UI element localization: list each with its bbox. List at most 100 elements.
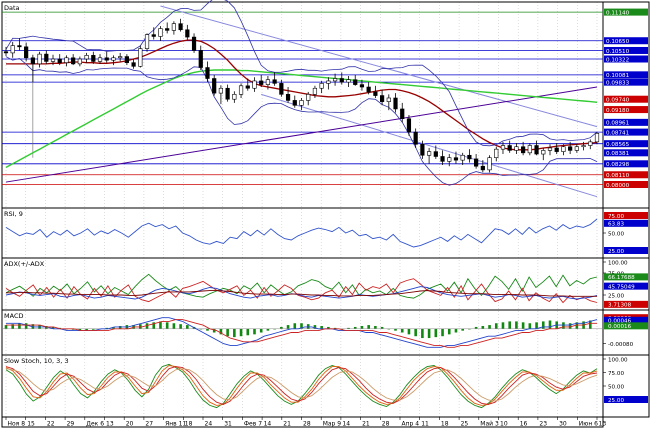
macd-histogram-bar <box>588 320 592 329</box>
candle-body <box>379 95 385 102</box>
time-tick-label: 29 <box>67 421 75 428</box>
macd-histogram-bar <box>494 323 498 329</box>
candle-body <box>265 79 271 85</box>
candle-body <box>272 79 277 84</box>
time-tick-label: 11 <box>421 421 429 428</box>
candle-body <box>447 157 452 162</box>
candle-body <box>185 29 190 38</box>
macd-histogram-bar <box>481 326 485 329</box>
candle-body <box>10 45 15 54</box>
price-label-box <box>604 171 648 179</box>
macd-histogram-bar <box>333 327 337 329</box>
time-tick-label: Янв 11 <box>165 421 186 428</box>
macd-histogram-bar <box>226 328 229 337</box>
candle-body <box>594 133 600 143</box>
rsi-tick-label: 50.00 <box>608 231 624 237</box>
rsi-series-line <box>5 218 598 248</box>
time-tick-label: 27 <box>145 421 153 428</box>
macd-histogram-bar <box>145 323 149 329</box>
candle-body <box>50 58 56 62</box>
trend-line <box>160 5 598 128</box>
candle-body <box>44 53 49 62</box>
candle-body <box>561 146 566 152</box>
candle-body <box>205 67 210 79</box>
candle-body <box>212 78 217 94</box>
macd-histogram-bar <box>85 328 88 331</box>
vertical-grid <box>5 2 598 417</box>
price-label: 0.08741 <box>606 130 630 136</box>
candle-body <box>487 157 492 171</box>
macd-histogram-bar <box>488 325 491 329</box>
candle-body <box>245 85 250 89</box>
time-tick-label: Июн 6 <box>579 421 598 428</box>
candle-body <box>30 57 35 65</box>
adx-tick-label: 3.71308 <box>608 303 632 309</box>
macd-histogram-bar <box>340 328 344 330</box>
candle-body <box>541 150 546 155</box>
time-tick-label: 14 <box>342 421 350 428</box>
macd-histogram-bar <box>44 326 48 329</box>
macd-histogram-bar <box>51 326 55 329</box>
macd-histogram-bar <box>394 328 397 331</box>
adx-title: ADX(+/-ADX <box>4 260 45 268</box>
price-label-box <box>604 149 648 157</box>
macd-histogram-bar <box>199 328 203 330</box>
price-label-box <box>604 118 648 126</box>
stoch-tick-label: 100.00 <box>608 357 628 363</box>
trend-line <box>5 86 598 183</box>
time-tick-label: 20 <box>126 421 134 428</box>
macd-histogram-bar <box>313 325 317 329</box>
adx-tick-box <box>604 273 648 281</box>
candle-body <box>400 108 405 120</box>
candle-body <box>97 57 103 62</box>
candle-body <box>232 94 237 100</box>
stoch-series-line <box>5 365 598 406</box>
macd-histogram-bar <box>233 328 236 338</box>
macd-histogram-bar <box>320 326 323 329</box>
rsi-tick-label: 75.00 <box>608 214 624 220</box>
time-tick-label: 28 <box>382 421 390 428</box>
macd-histogram-bar <box>461 328 464 331</box>
price-label-box <box>604 37 648 45</box>
macd-histogram-bar <box>427 328 431 339</box>
macd-histogram-bar <box>239 328 243 337</box>
candle-body <box>568 146 573 151</box>
adx-series-line <box>5 273 598 299</box>
candle-body <box>527 145 532 154</box>
time-tick-label: 25 <box>461 421 469 428</box>
macd-histogram-bar <box>4 325 8 329</box>
stoch-tick-label: 25.00 <box>608 398 624 404</box>
macd-histogram-bar <box>441 328 444 337</box>
candle-body <box>3 51 9 54</box>
candle-body <box>547 147 553 151</box>
time-tick-label: 31 <box>224 421 232 428</box>
price-label: 0.09180 <box>606 108 630 114</box>
macd-series-line <box>6 319 597 348</box>
macd-histogram-bar <box>347 327 350 329</box>
bollinger-lower <box>5 56 598 186</box>
candle-body <box>406 118 412 133</box>
rsi-tick-label: 25.00 <box>608 249 624 255</box>
rsi-tick-box <box>604 247 648 254</box>
adx-series-line <box>5 286 598 300</box>
macd-histogram-bar <box>71 328 75 330</box>
macd-histogram-bar <box>118 326 122 329</box>
moving-average-long <box>5 69 598 169</box>
candle-body <box>514 146 519 151</box>
macd-histogram-bar <box>92 328 95 330</box>
candle-body <box>64 57 69 63</box>
adx-panel: ADX(+/-ADX100.0075.0066.1768845.7504925.… <box>1 257 650 311</box>
price-label-box <box>604 8 648 16</box>
price-label: 0.08565 <box>606 142 630 148</box>
candle-body <box>339 78 344 83</box>
candle-body <box>144 34 150 49</box>
candle-body <box>71 57 76 65</box>
candle-body <box>151 34 156 37</box>
candle-body <box>433 151 438 157</box>
time-tick-label: 23 <box>539 421 547 428</box>
candle-body <box>386 97 391 102</box>
time-tick-label: Май 3 <box>480 421 499 428</box>
